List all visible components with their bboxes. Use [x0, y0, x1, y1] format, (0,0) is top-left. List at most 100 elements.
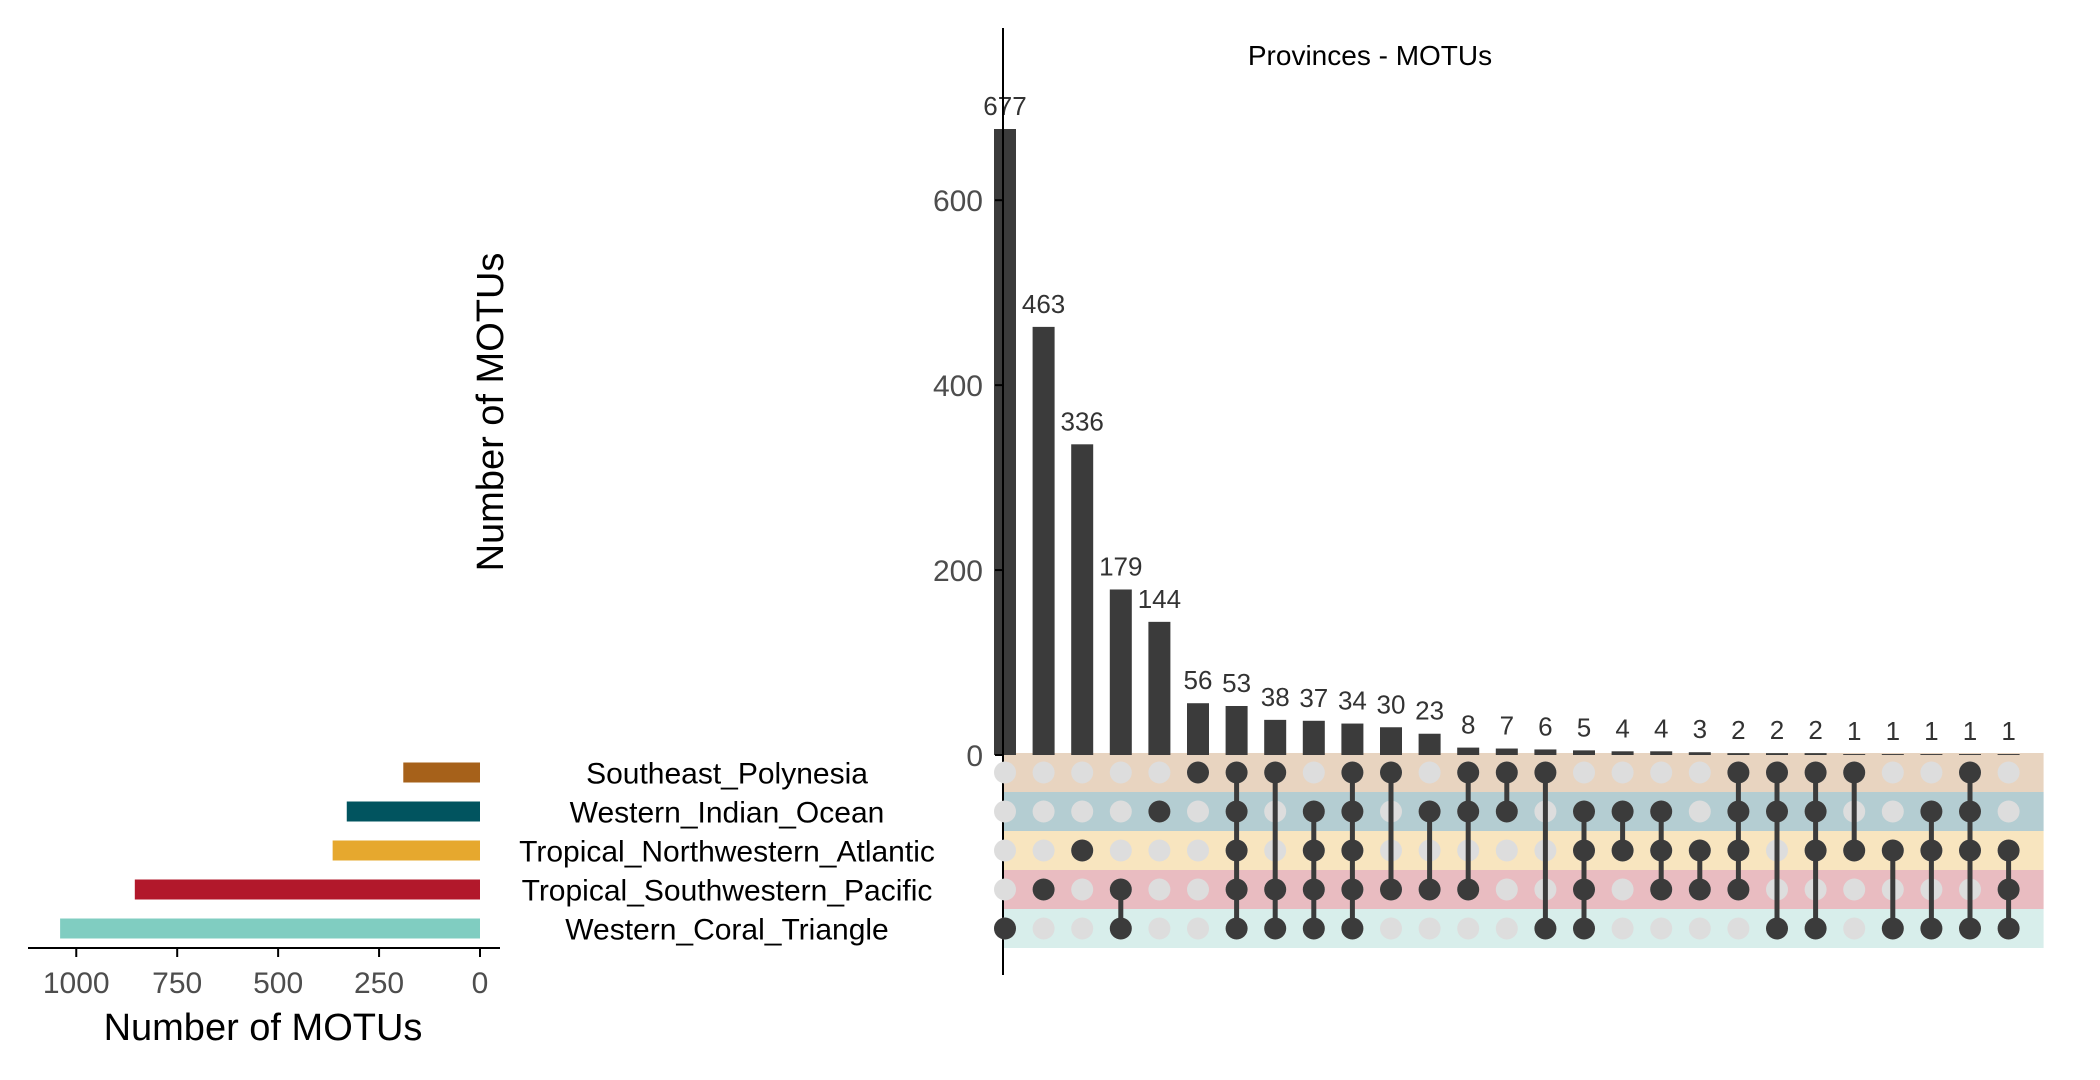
matrix-dot-inactive — [1688, 917, 1711, 940]
matrix-row-band — [1002, 831, 2044, 870]
matrix-dot-active — [1727, 800, 1750, 823]
matrix-dot-inactive — [1032, 917, 1055, 940]
matrix-dot-inactive — [1418, 917, 1441, 940]
intersection-bar-label: 2 — [1770, 715, 1784, 745]
intersection-bar — [1225, 705, 1248, 755]
intersection-bar-label: 1 — [1924, 716, 1938, 746]
matrix-dot-active — [1843, 839, 1866, 862]
intersection-bar — [1380, 727, 1402, 755]
matrix-dot-inactive — [1727, 917, 1750, 940]
matrix-dot-active — [1611, 800, 1634, 823]
intersection-bar — [1457, 747, 1480, 755]
matrix-dot-active — [1109, 917, 1132, 940]
matrix-dot-inactive — [1302, 761, 1325, 784]
matrix-dot-active — [1766, 761, 1788, 784]
matrix-dot-active — [1302, 839, 1325, 862]
intersection-bar — [1843, 754, 1866, 755]
intersection-bar — [1611, 751, 1634, 755]
intersection-y-tick-label: 600 — [933, 185, 983, 218]
matrix-dot-inactive — [1418, 761, 1441, 784]
matrix-dot-active — [1225, 839, 1248, 862]
matrix-dot-active — [1341, 761, 1364, 784]
matrix-dot-active — [1573, 839, 1595, 862]
intersection-bar — [1032, 326, 1055, 755]
intersection-bar-label: 38 — [1261, 682, 1290, 712]
matrix-dot-active — [1997, 878, 2020, 901]
matrix-dot-inactive — [1380, 917, 1402, 940]
matrix-dot-active — [1804, 917, 1827, 940]
matrix-dot-active — [1071, 839, 1094, 862]
intersection-bar-label: 1 — [1963, 716, 1977, 746]
matrix-dot-inactive — [1187, 800, 1209, 823]
matrix-dot-active — [1573, 800, 1595, 823]
intersection-bar-label: 53 — [1222, 668, 1251, 698]
matrix-dot-inactive — [1881, 761, 1904, 784]
matrix-dot-active — [1997, 917, 2020, 940]
matrix-dot-active — [1341, 800, 1364, 823]
intersection-bar-label: 336 — [1061, 406, 1104, 436]
intersection-bar — [1920, 754, 1943, 755]
matrix-dot-inactive — [1688, 761, 1711, 784]
matrix-dot-active — [1573, 917, 1595, 940]
intersection-bar — [1688, 752, 1711, 755]
intersection-bar-label: 5 — [1577, 712, 1591, 742]
matrix-dot-active — [1727, 761, 1750, 784]
matrix-dot-inactive — [994, 761, 1016, 784]
matrix-dot-active — [994, 917, 1016, 940]
intersection-bar — [1766, 753, 1788, 755]
intersection-bars — [994, 129, 2020, 756]
matrix-dot-active — [1380, 761, 1402, 784]
intersection-bar-label: 179 — [1099, 551, 1142, 581]
intersection-bar-label: 34 — [1338, 686, 1367, 716]
matrix-dot-active — [1650, 878, 1673, 901]
matrix-dot-active — [1418, 800, 1441, 823]
intersection-bar-label: 2 — [1731, 715, 1745, 745]
intersection-bar — [1341, 723, 1364, 755]
matrix-dot-active — [1881, 839, 1904, 862]
intersection-bar — [994, 129, 1016, 756]
matrix-row-band — [1002, 909, 2044, 948]
intersection-bar-label: 8 — [1461, 710, 1475, 740]
matrix-dot-inactive — [1109, 839, 1132, 862]
matrix-dot-inactive — [994, 878, 1016, 901]
set-size-x-tick-label: 750 — [152, 967, 202, 1000]
matrix-dot-active — [1302, 800, 1325, 823]
intersection-bar-label: 677 — [983, 91, 1026, 121]
set-size-bar — [60, 918, 480, 939]
matrix-dot-active — [1457, 800, 1480, 823]
intersection-y-tick-label: 200 — [933, 555, 983, 588]
matrix-dot-inactive — [1148, 878, 1171, 901]
chart-title: Provinces - MOTUs — [1248, 40, 1492, 71]
set-size-x-tick-label: 0 — [472, 967, 489, 1000]
matrix-dot-active — [1341, 878, 1364, 901]
matrix-dot-inactive — [1611, 761, 1634, 784]
set-label: Tropical_Southwestern_Pacific — [522, 875, 933, 908]
matrix-dot-inactive — [1032, 839, 1055, 862]
set-label: Western_Indian_Ocean — [570, 797, 885, 830]
matrix-dot-inactive — [1881, 800, 1904, 823]
intersection-bar-label: 1 — [1847, 716, 1861, 746]
matrix-dot-inactive — [1187, 839, 1209, 862]
matrix-dot-active — [1611, 839, 1634, 862]
set-size-x-axis-title: Number of MOTUs — [104, 1007, 423, 1049]
matrix-dot-active — [1264, 917, 1287, 940]
matrix-dot-inactive — [1032, 800, 1055, 823]
intersection-bar-label: 1 — [1886, 716, 1900, 746]
matrix-dot-active — [1920, 917, 1943, 940]
matrix-dots — [994, 761, 2020, 940]
matrix-dot-inactive — [1187, 878, 1209, 901]
matrix-dot-active — [1225, 800, 1248, 823]
intersection-bar — [1495, 748, 1518, 755]
set-size-bar — [332, 840, 480, 861]
matrix-dot-active — [1380, 878, 1402, 901]
intersection-bar-label: 3 — [1693, 714, 1707, 744]
intersection-y-tick-label: 0 — [966, 740, 983, 773]
matrix-dot-inactive — [1920, 761, 1943, 784]
set-size-bars — [60, 762, 480, 939]
matrix-dot-active — [1804, 800, 1827, 823]
intersection-bar-label: 30 — [1377, 689, 1406, 719]
matrix-dot-active — [1959, 761, 1981, 784]
matrix-dot-inactive — [1688, 800, 1711, 823]
